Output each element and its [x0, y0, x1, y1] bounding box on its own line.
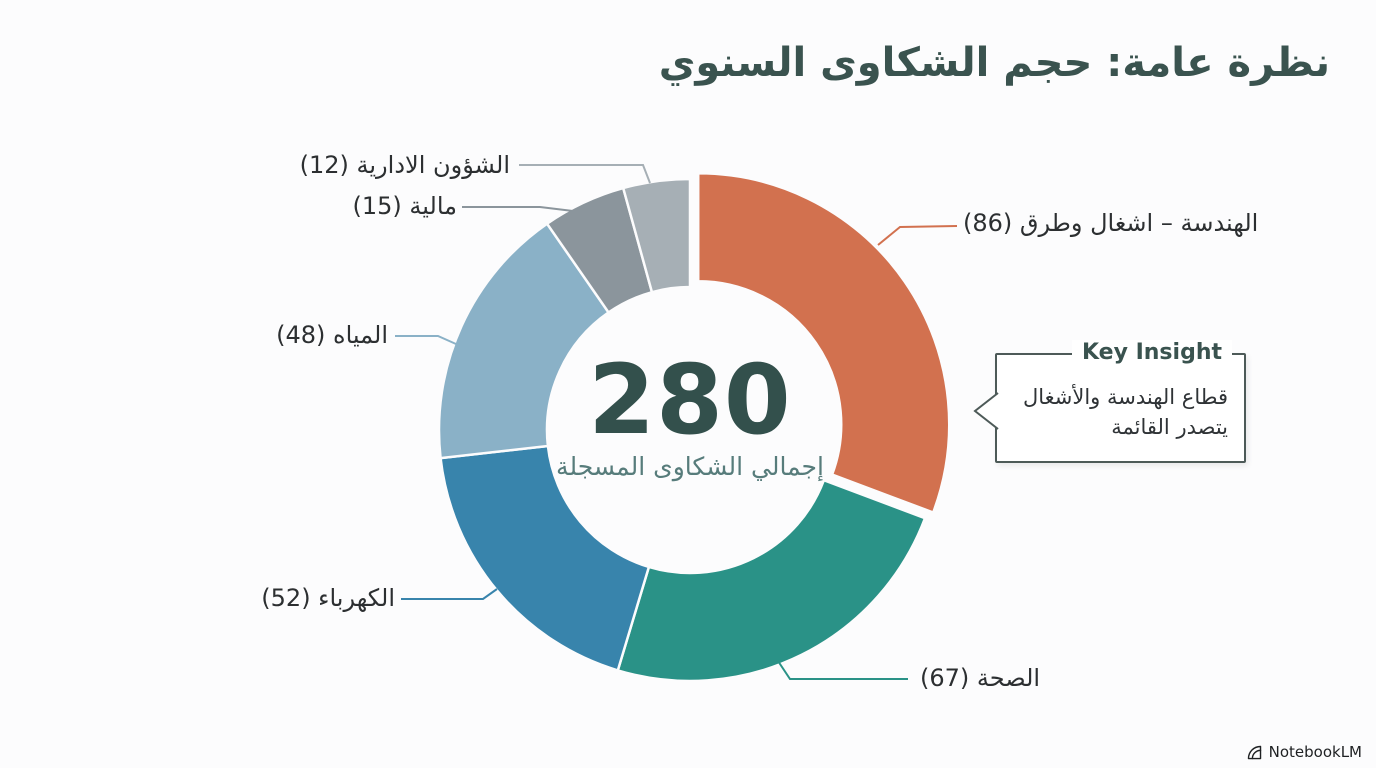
donut-segment-health	[616, 478, 927, 683]
leader-line-finance	[462, 206, 574, 212]
segment-label-finance: مالية (15)	[352, 192, 457, 220]
notebooklm-icon	[1247, 745, 1261, 759]
key-insight-box: Key Insight قطاع الهندسة والأشغال يتصدر …	[973, 340, 1246, 463]
key-insight-line-2: يتصدر القائمة	[1111, 414, 1228, 439]
key-insight-title: Key Insight	[1072, 340, 1232, 365]
segment-label-electricity: الكهرباء (52)	[261, 584, 395, 612]
total-value: 280	[588, 344, 792, 456]
key-insight-line-1: قطاع الهندسة والأشغال	[1022, 385, 1228, 409]
donut-segment-electricity	[439, 444, 651, 672]
leader-lines	[395, 164, 958, 680]
key-insight-body: قطاع الهندسة والأشغال يتصدر القائمة	[997, 355, 1244, 443]
segment-label-admin: الشؤون الادارية (12)	[299, 151, 510, 179]
donut-segment-admin	[621, 177, 692, 294]
total-sublabel: إجمالي الشكاوى المسجلة	[556, 452, 824, 481]
donut-segment-engineering	[696, 172, 951, 515]
watermark: NotebookLM	[1246, 743, 1362, 761]
leader-line-electricity	[401, 588, 498, 600]
watermark-label: NotebookLM	[1268, 743, 1362, 761]
segment-label-engineering: الهندسة – اشغال وطرق (86)	[963, 209, 1259, 237]
leader-line-water	[395, 335, 457, 345]
segment-label-water: المياه (48)	[276, 321, 388, 349]
leader-line-engineering	[877, 225, 958, 246]
donut-center: 280 إجمالي الشكاوى المسجلة	[540, 352, 840, 481]
segment-label-health: الصحة (67)	[920, 664, 1041, 692]
insight-arrow-icon	[973, 392, 999, 430]
donut-segment-water	[437, 221, 611, 460]
leader-line-health	[777, 660, 908, 680]
leader-line-admin	[519, 164, 651, 184]
page-title: نظرة عامة: حجم الشكاوى السنوي	[658, 40, 1330, 86]
